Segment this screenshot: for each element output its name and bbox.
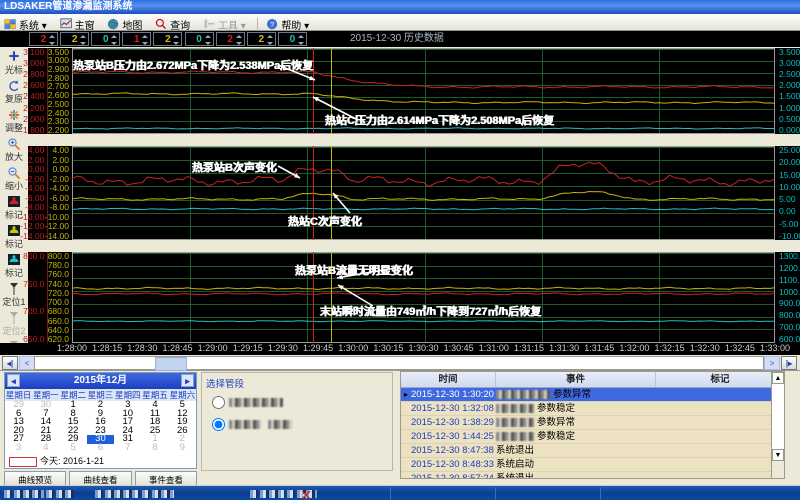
svg-text:?: ? xyxy=(270,19,274,28)
